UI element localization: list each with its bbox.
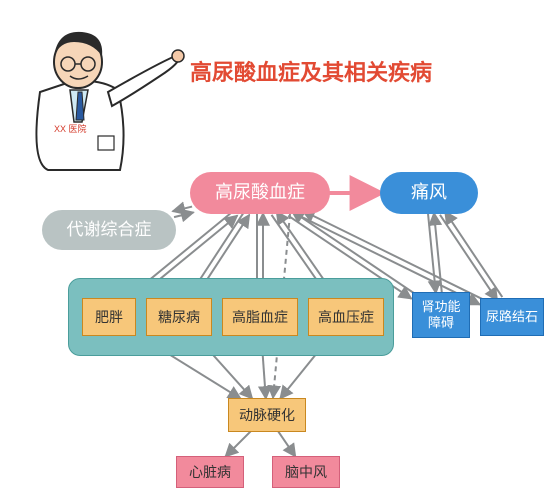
doctor-illustration: XX 医院 [10,12,190,177]
node-hypertens: 高血压症 [308,298,384,336]
node-diabetes: 糖尿病 [146,298,212,336]
node-left_pill: 代谢综合症 [42,210,176,250]
node-hyperlip: 高脂血症 [222,298,298,336]
node-top_center: 高尿酸血症 [190,172,330,214]
node-arterio: 动脉硬化 [228,398,306,432]
node-urolith: 尿路结石 [480,298,544,336]
node-top_right: 痛风 [380,172,478,214]
node-heart: 心脏病 [176,456,244,488]
diagram-title: 高尿酸血症及其相关疾病 [190,55,432,87]
hospital-badge-text: XX 医院 [54,123,87,134]
node-stroke: 脑中风 [272,456,340,488]
node-kidney: 肾功能 障碍 [412,292,470,338]
node-obesity: 肥胖 [82,298,136,336]
